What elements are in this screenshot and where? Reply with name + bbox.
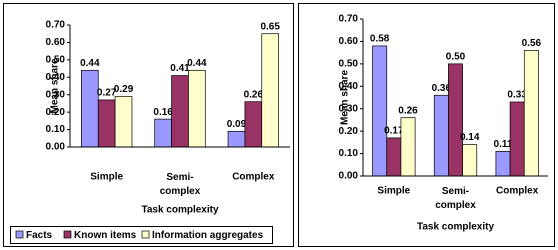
- legend-swatch: [15, 230, 24, 239]
- x-axis-title: Task complexity: [141, 205, 219, 216]
- bar: [495, 150, 511, 177]
- y-tick-label: 0.60: [339, 36, 359, 47]
- value-label: 0.44: [187, 58, 207, 69]
- x-tick-label: Complex: [496, 186, 539, 197]
- value-label: 0.09: [227, 119, 247, 130]
- bar: [171, 75, 189, 148]
- bar: [400, 117, 416, 177]
- y-tick-label: 0.30: [46, 89, 66, 100]
- bar: [188, 69, 206, 148]
- value-label: 0.26: [244, 89, 264, 100]
- value-label: 0.11: [494, 139, 513, 150]
- value-label: 0.26: [398, 105, 418, 116]
- y-tick-label: 0.30: [339, 103, 359, 114]
- value-label: 0.56: [522, 38, 542, 49]
- y-tick-label: 0.70: [46, 20, 66, 31]
- bar: [523, 50, 539, 177]
- bar: [97, 99, 116, 148]
- value-label: 0.14: [460, 132, 480, 143]
- legend-label: Information aggregates: [152, 230, 264, 241]
- legend-swatch: [141, 230, 150, 239]
- x-tick-label: Semi-complex: [435, 186, 476, 211]
- bar: [386, 137, 402, 177]
- bar: [244, 101, 263, 148]
- x-tick-label: Simple: [90, 172, 123, 183]
- y-tick-label: 0.50: [339, 58, 359, 69]
- x-tick-label: Semi-complex: [160, 172, 201, 197]
- x-tick-label: Simple: [377, 186, 410, 197]
- value-label: 0.27: [97, 88, 117, 99]
- legend-box: [10, 226, 273, 244]
- value-label: 0.50: [446, 51, 466, 62]
- y-tick-label: 0.40: [46, 72, 66, 83]
- bar: [227, 130, 246, 148]
- bar: [462, 144, 478, 177]
- y-tick-label: 0.00: [339, 171, 359, 182]
- x-tick-label: Complex: [232, 172, 275, 183]
- legend-label: Known items: [74, 230, 137, 241]
- y-tick-label: 0.20: [46, 107, 66, 118]
- bar: [433, 94, 449, 177]
- value-label: 0.41: [170, 63, 190, 74]
- bar: [448, 63, 463, 177]
- value-label: 0.36: [432, 83, 452, 94]
- y-axis-title: Mean share: [50, 58, 61, 113]
- y-tick-label: 0.00: [46, 142, 66, 153]
- y-tick-label: 0.70: [339, 14, 359, 25]
- bar: [154, 118, 172, 148]
- value-label: 0.65: [260, 21, 280, 32]
- value-label: 0.44: [80, 58, 100, 69]
- y-axis-title: Mean share: [340, 70, 351, 125]
- bar: [372, 45, 388, 177]
- bar: [509, 101, 525, 177]
- legend-swatch: [63, 230, 72, 239]
- value-label: 0.29: [114, 84, 134, 95]
- y-tick-label: 0.10: [46, 124, 66, 135]
- bar: [114, 96, 133, 148]
- y-tick-label: 0.10: [339, 148, 359, 159]
- bar: [81, 69, 99, 148]
- value-label: 0.58: [370, 34, 390, 45]
- y-tick-label: 0.60: [46, 37, 66, 48]
- value-label: 0.16: [153, 107, 173, 118]
- value-label: 0.17: [384, 126, 404, 137]
- legend-label: Facts: [26, 230, 53, 241]
- bar: [261, 33, 279, 148]
- value-label: 0.33: [507, 90, 527, 101]
- y-tick-label: 0.40: [339, 81, 359, 92]
- y-tick-label: 0.20: [339, 126, 359, 137]
- y-tick-label: 0.50: [46, 54, 66, 65]
- x-axis-title: Task complexity: [417, 222, 495, 233]
